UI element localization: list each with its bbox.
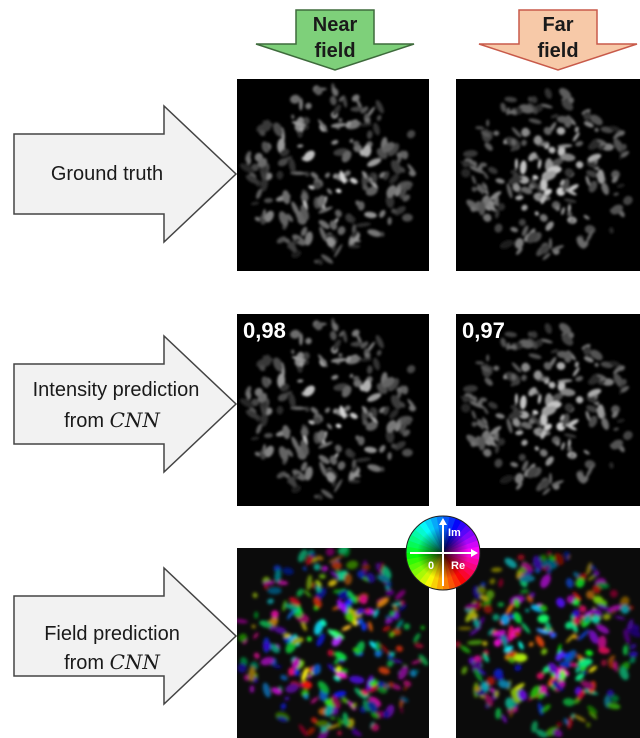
intensity-row-arrow: Intensity prediction from CNN (12, 334, 238, 474)
field-row-arrow: Field prediction from CNN (12, 566, 238, 706)
field-prediction-far-field-image (456, 548, 640, 738)
wheel-zero-label: 0 (428, 560, 434, 572)
ground-truth-far-field-image (456, 79, 640, 271)
intensity-label-line2: from CNN (64, 408, 160, 432)
near-field-label-line2: field (314, 40, 356, 62)
near-field-label-line1: Near (312, 14, 358, 36)
wheel-re-label: Re (451, 560, 465, 572)
far-field-label-line2: field (537, 40, 579, 62)
far-field-header: Far field (477, 8, 639, 72)
intensity-prediction-near-field-image: 0,98 (237, 314, 429, 506)
near-field-header: Near field (254, 8, 416, 72)
ground-truth-near-field-image (237, 79, 429, 271)
cnn-math-text: CNN (109, 650, 160, 674)
far-field-label-line1: Far (542, 14, 574, 36)
field-label-line1: Field prediction (44, 623, 180, 645)
near-field-correlation-score: 0,98 (243, 318, 286, 343)
intensity-prediction-far-field-image: 0,97 (456, 314, 640, 506)
field-label-line2: from CNN (64, 650, 160, 674)
wheel-im-label: Im (448, 527, 461, 539)
ground-truth-label: Ground truth (50, 163, 164, 185)
cnn-math-text: CNN (109, 408, 160, 432)
field-prediction-near-field-image (237, 548, 429, 738)
intensity-label-line1: Intensity prediction (32, 379, 200, 401)
ground-truth-row-arrow: Ground truth (12, 104, 238, 244)
far-field-correlation-score: 0,97 (462, 318, 505, 343)
complex-phase-color-wheel: Im Re 0 (404, 514, 482, 592)
